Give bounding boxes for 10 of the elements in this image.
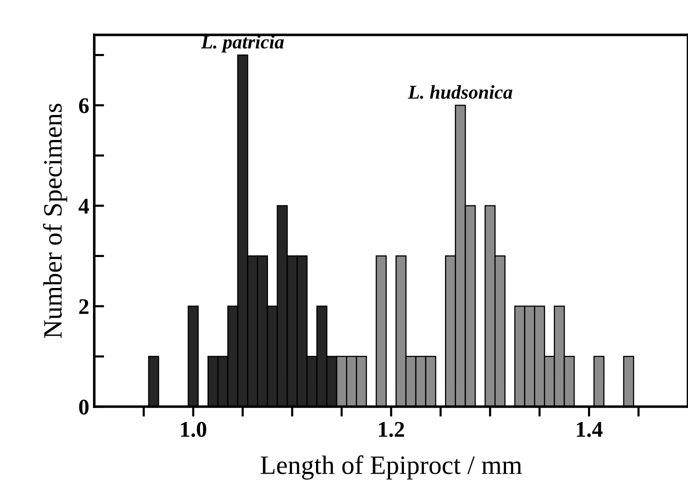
x-tick-label: 1.0 bbox=[181, 422, 206, 438]
y-axis-title: Number of Specimens bbox=[42, 104, 68, 338]
y-tick-label: 2 bbox=[79, 299, 88, 314]
x-axis-title: Length of Epiproct / mm bbox=[260, 455, 522, 480]
y-tick-label: 0 bbox=[79, 400, 89, 415]
y-tick-label: 6 bbox=[79, 98, 89, 114]
series-label: L. hudsonica bbox=[408, 85, 512, 99]
x-tick-label: 1.4 bbox=[576, 422, 603, 438]
x-tick-label: 1.2 bbox=[379, 422, 404, 438]
y-tick-label: 4 bbox=[78, 198, 89, 214]
